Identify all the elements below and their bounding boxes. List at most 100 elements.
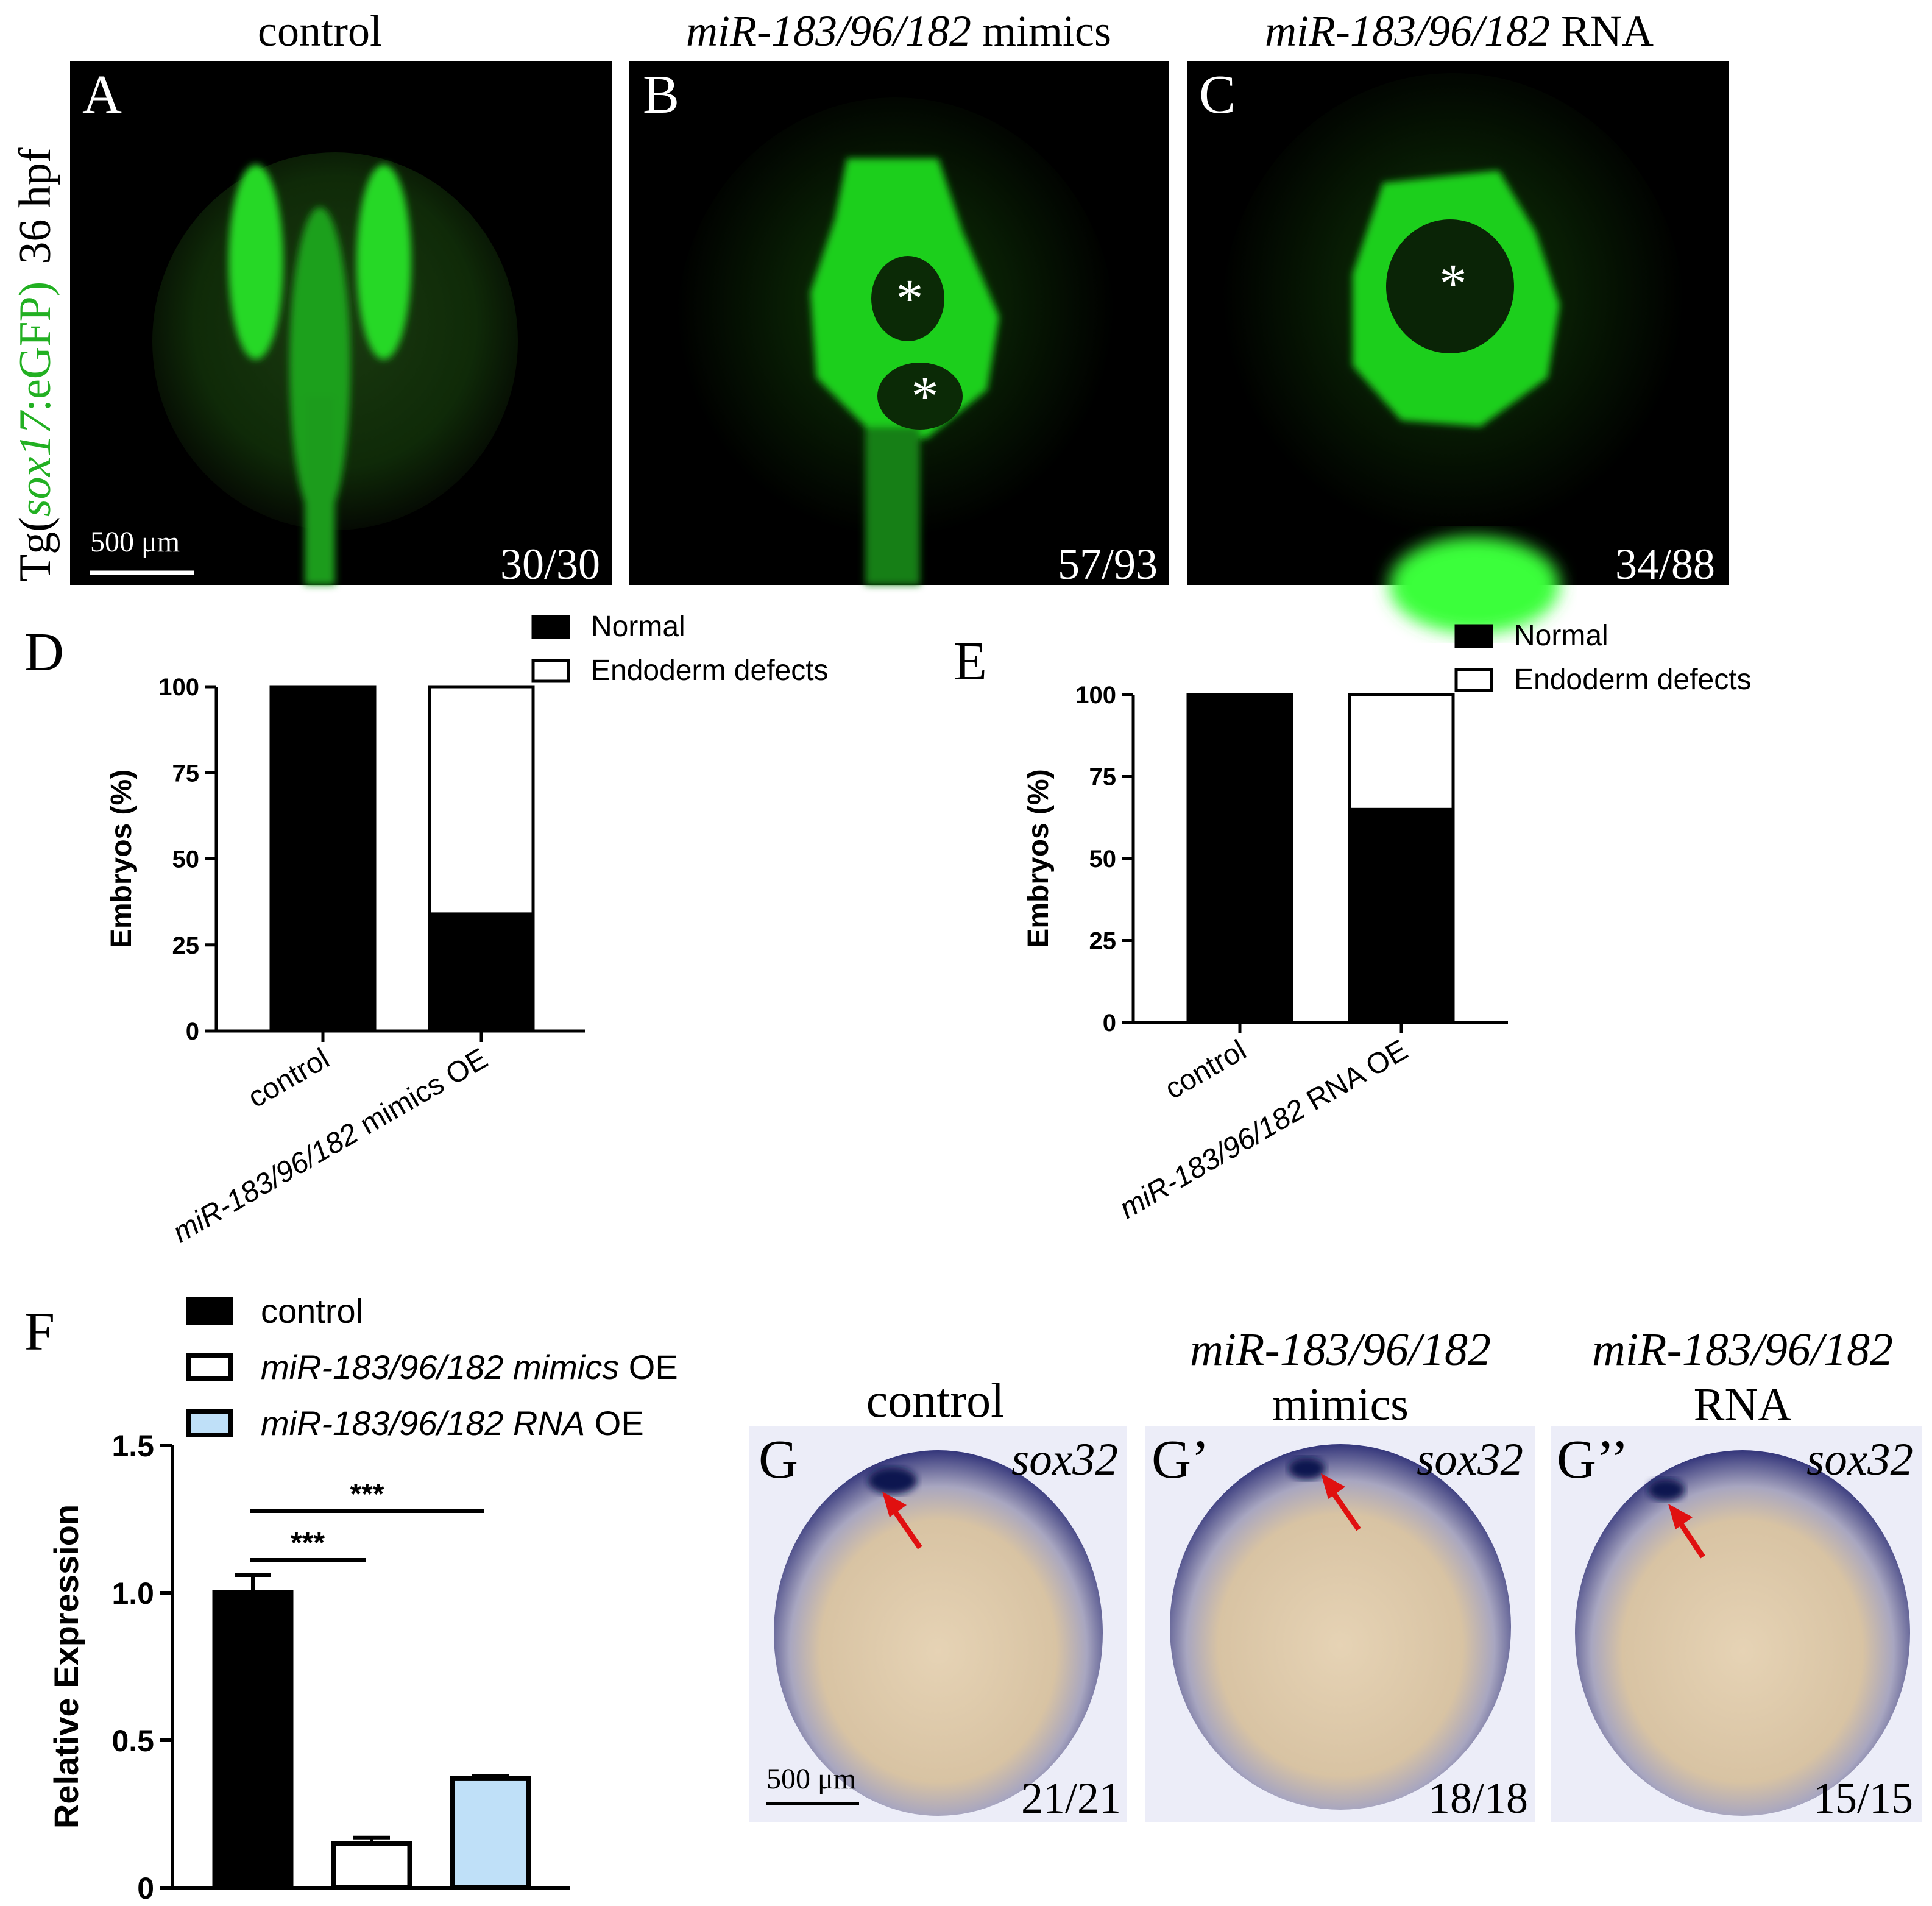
x-tick-label-italic: miR-183/96/182 bbox=[168, 1117, 364, 1249]
y-tick-label: 0 bbox=[1103, 1010, 1116, 1036]
significance-label: *** bbox=[350, 1478, 384, 1511]
legend-swatch bbox=[186, 1297, 233, 1325]
asterisk-marker: * bbox=[1440, 253, 1467, 314]
legend-label: control bbox=[261, 1292, 363, 1330]
legend-label: miR-183/96/182 mimics OE bbox=[261, 1348, 678, 1386]
y-tick-label: 100 bbox=[1075, 682, 1116, 709]
embryo bbox=[774, 1450, 1103, 1816]
y-tick-label: 25 bbox=[1089, 928, 1117, 955]
legend-swatch bbox=[186, 1409, 233, 1437]
y-axis-label: Relative Expression bbox=[47, 1504, 85, 1829]
panel-g-double-prime: miR-183/96/182 RNA G’’ sox32 15/15 bbox=[1551, 1324, 1922, 1823]
bar bbox=[450, 1776, 531, 1890]
panel-g: control G sox32 500 μm 21/21 bbox=[749, 1374, 1127, 1823]
defect-cavity bbox=[1386, 219, 1514, 353]
panel-g-double-prime-title-2: RNA bbox=[1694, 1379, 1792, 1430]
gfp-signal bbox=[228, 165, 411, 585]
legend-label-italic: miR-183/96/182 mimics bbox=[261, 1348, 619, 1386]
panel-g-letter: G bbox=[759, 1430, 798, 1490]
x-tick-label-italic: miR-183/96/182 bbox=[1114, 1093, 1311, 1225]
legend-label-italic: miR-183/96/182 RNA bbox=[261, 1404, 585, 1442]
scale-bar-label: 500 μm bbox=[766, 1763, 856, 1795]
y-tick-label: 75 bbox=[1089, 764, 1117, 791]
panel-g-double-prime-ratio: 15/15 bbox=[1813, 1774, 1913, 1823]
significance-label: *** bbox=[291, 1527, 325, 1559]
panel-g-prime: miR-183/96/182 mimics G’ sox32 18/18 bbox=[1145, 1324, 1535, 1823]
panel-g-gene: sox32 bbox=[1011, 1434, 1118, 1485]
panel-g-prime-letter: G’ bbox=[1152, 1430, 1209, 1490]
y-tick-label: 0 bbox=[137, 1871, 154, 1905]
y-tick-label: 100 bbox=[158, 674, 199, 701]
panel-a-title: control bbox=[258, 7, 382, 55]
side-label-gene: sox17 bbox=[10, 409, 60, 517]
bar bbox=[331, 1841, 412, 1890]
panel-c: miR-183/96/182 RNA * C 34/88 bbox=[1187, 7, 1729, 634]
panel-c-ratio: 34/88 bbox=[1615, 540, 1715, 589]
bar-segment bbox=[428, 685, 535, 916]
defect-cavity bbox=[871, 256, 944, 341]
chart-d-letter: D bbox=[24, 622, 64, 682]
bar-segment bbox=[428, 912, 535, 1033]
bar-segment bbox=[1186, 693, 1293, 1024]
y-tick-label: 1.0 bbox=[111, 1576, 154, 1610]
red-arrow-icon bbox=[1321, 1473, 1361, 1531]
bar-segment bbox=[1348, 693, 1455, 811]
side-label-prefix: Tg( bbox=[10, 517, 60, 582]
chart-e: E 0 25 50 75 100 Embryos (%) controlmiR-183/96… bbox=[954, 620, 1752, 1225]
panel-b-title: miR-183/96/182 mimics bbox=[686, 7, 1111, 55]
y-axis-label: Embryos (%) bbox=[1022, 769, 1055, 948]
x-tick-label: control bbox=[1159, 1034, 1251, 1106]
panel-g-double-prime-title-1: miR-183/96/182 bbox=[1592, 1324, 1893, 1375]
panel-g-prime-title-2: mimics bbox=[1272, 1379, 1409, 1430]
legend-label: Endoderm defects bbox=[1514, 664, 1752, 696]
bar-segment bbox=[269, 685, 377, 1033]
legend-label: Normal bbox=[1514, 620, 1608, 652]
legend-label: miR-183/96/182 RNA OE bbox=[261, 1404, 644, 1442]
chart-f-letter: F bbox=[24, 1302, 55, 1362]
y-tick-label: 0 bbox=[186, 1018, 199, 1045]
x-tick-label: miR-183/96/182 RNA OE bbox=[1114, 1034, 1414, 1225]
red-arrow-icon bbox=[1668, 1504, 1705, 1559]
x-tick-label-rest: mimics OE bbox=[348, 1043, 494, 1146]
bar-segment bbox=[1348, 807, 1455, 1024]
y-tick-label: 75 bbox=[172, 760, 200, 787]
panel-b-letter: B bbox=[643, 65, 679, 125]
legend-label: Normal bbox=[591, 611, 685, 643]
x-tick-label: miR-183/96/182 mimics OE bbox=[168, 1043, 494, 1249]
y-tick-label: 25 bbox=[172, 932, 200, 959]
panel-g-prime-title-1: miR-183/96/182 bbox=[1190, 1324, 1491, 1375]
chart-e-letter: E bbox=[954, 631, 987, 692]
chart-d: D 0 25 50 75 100 Embryos (%) controlmiR-183/96… bbox=[24, 611, 829, 1249]
red-arrow-icon bbox=[882, 1492, 922, 1550]
chart-f: F 0 0.5 1.0 1.5 Relative Expression *** *** con… bbox=[24, 1292, 678, 1905]
bar bbox=[212, 1590, 294, 1890]
panel-a-letter: A bbox=[82, 65, 122, 125]
panel-g-prime-gene: sox32 bbox=[1417, 1434, 1523, 1485]
side-label-stage: 36 hpf bbox=[10, 147, 60, 264]
legend-label: Endoderm defects bbox=[591, 654, 829, 687]
panel-a-ratio: 30/30 bbox=[500, 540, 600, 589]
y-tick-label: 50 bbox=[1089, 846, 1117, 873]
defect-cavity bbox=[877, 363, 963, 430]
legend-swatch bbox=[531, 615, 570, 639]
y-tick-label: 0.5 bbox=[111, 1724, 154, 1758]
scale-bar-label: 500 μm bbox=[90, 526, 180, 558]
panel-b-ratio: 57/93 bbox=[1058, 540, 1158, 589]
panel-g-title: control bbox=[866, 1374, 1005, 1428]
panel-g-prime-ratio: 18/18 bbox=[1428, 1774, 1528, 1823]
panel-g-double-prime-gene: sox32 bbox=[1806, 1434, 1913, 1485]
asterisk-marker: * bbox=[896, 269, 924, 329]
panel-c-letter: C bbox=[1199, 65, 1236, 125]
panel-b: miR-183/96/182 mimics * * B 57/93 bbox=[629, 7, 1169, 589]
legend-swatch bbox=[186, 1353, 233, 1381]
legend-swatch bbox=[531, 659, 570, 683]
y-tick-label: 50 bbox=[172, 846, 200, 873]
panel-c-title: miR-183/96/182 RNA bbox=[1265, 7, 1654, 55]
legend-swatch bbox=[1454, 668, 1493, 692]
legend-label-rest: OE bbox=[619, 1348, 678, 1386]
legend-label-rest: control bbox=[261, 1292, 363, 1330]
asterisk-marker: * bbox=[911, 366, 939, 427]
legend-label-rest: OE bbox=[585, 1404, 643, 1442]
x-tick-label: control bbox=[242, 1043, 334, 1114]
embryo bbox=[1170, 1444, 1511, 1810]
